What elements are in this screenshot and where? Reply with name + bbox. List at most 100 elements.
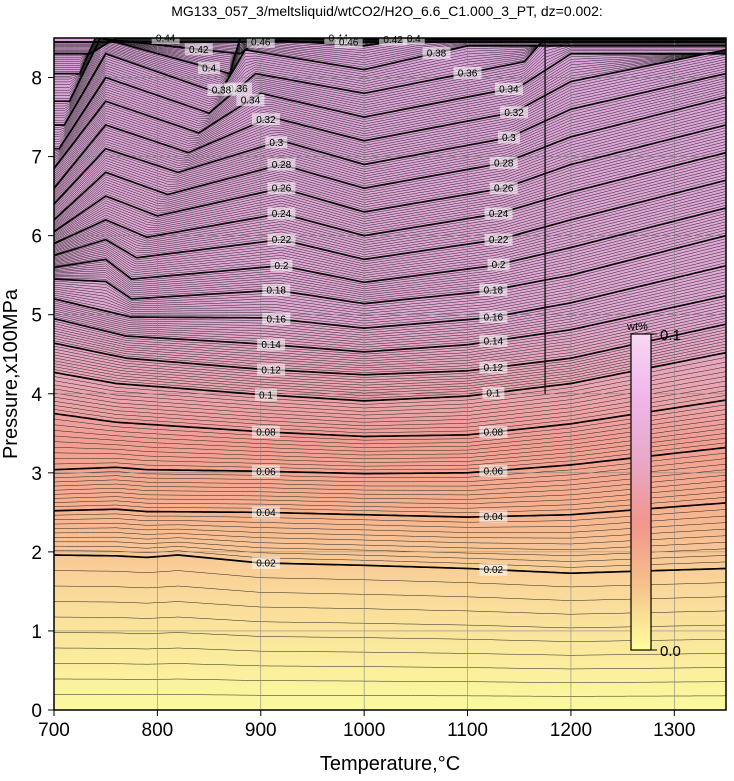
minor-contour (54, 395, 726, 434)
contour-label: 0.2 (492, 260, 506, 271)
minor-contour (54, 227, 726, 298)
contour-label-bg (267, 182, 296, 195)
minor-contour (54, 361, 726, 409)
contour-label: 0.4 (407, 34, 421, 45)
minor-contour (54, 247, 726, 314)
minor-contour (54, 509, 726, 523)
minor-contour (54, 59, 726, 195)
minor-contour (54, 433, 726, 463)
minor-contour (54, 110, 726, 226)
contour-label: 0.04 (484, 512, 504, 523)
y-tick-label: 7 (31, 148, 42, 169)
minor-contour (54, 193, 726, 272)
minor-contour (54, 108, 726, 225)
contour-label-bg (334, 35, 363, 48)
minor-contour (54, 213, 726, 287)
contour-label: 0.32 (256, 115, 276, 126)
minor-contour (54, 51, 726, 177)
contour-label-bg (487, 258, 510, 271)
minor-contour (54, 390, 726, 430)
minor-contour (54, 292, 726, 350)
contour-label: 0.1 (259, 390, 273, 401)
contour-label-bg (184, 43, 213, 56)
contour-label: 0.08 (256, 427, 276, 438)
y-tick-label: 2 (31, 543, 42, 564)
minor-contour (54, 199, 726, 276)
contour-label-bg (265, 136, 288, 149)
minor-contour (54, 177, 726, 258)
minor-contour (54, 326, 726, 378)
minor-contour (54, 262, 726, 326)
minor-contour (54, 678, 726, 683)
contour-label: 0.24 (489, 209, 509, 220)
minor-contour (54, 54, 726, 192)
contour-label: 0.06 (256, 467, 276, 478)
minor-contour (54, 585, 726, 601)
x-axis-label: Temperature,°C (320, 753, 460, 775)
y-tick-label: 5 (31, 306, 42, 327)
minor-contour (54, 452, 726, 478)
contour-label-bg (251, 425, 280, 438)
contour-label: 0.12 (484, 363, 504, 374)
minor-contour (54, 51, 726, 167)
minor-contour (54, 385, 726, 427)
minor-contour (54, 532, 726, 545)
minor-contour (54, 182, 726, 262)
contour-label-bg (262, 284, 291, 297)
contour-label: 0.46 (339, 37, 359, 48)
contour-label-bg (479, 563, 508, 576)
colorbar: 0.1 0.0 wt% (626, 321, 681, 660)
minor-contour (54, 218, 726, 292)
minor-contour (54, 89, 726, 216)
minor-contour (54, 51, 726, 181)
contour-label-bg (251, 465, 280, 478)
minor-contour (54, 166, 726, 250)
contour-label-bg (207, 83, 236, 96)
minor-contour (54, 229, 726, 300)
minor-contour (54, 105, 726, 224)
contour-label: 0.46 (251, 37, 271, 48)
minor-contour (54, 332, 726, 383)
contour-labels: 0.02 0.02 0.04 0.04 0.06 0.06 0.08 0.08 0.1 0.1 0.… (151, 32, 529, 576)
y-axis-ticks: 0 1 2 3 4 5 6 7 8 (31, 69, 54, 722)
minor-contour (54, 244, 726, 312)
minor-contour (54, 113, 726, 228)
minor-contour (54, 515, 726, 528)
minor-contour (54, 474, 726, 496)
minor-contour (54, 338, 726, 389)
contour-label: 0.34 (499, 85, 519, 96)
minor-contour (54, 309, 726, 364)
minor-contour (54, 423, 726, 456)
minor-contour (54, 149, 726, 243)
contour-label: 0.44 (156, 34, 176, 45)
minor-contour (54, 442, 726, 471)
minor-contour (54, 343, 726, 394)
minor-contour (54, 68, 726, 202)
minor-contour (54, 437, 726, 467)
contour-label-bg (422, 47, 451, 60)
contour-label-bg (198, 61, 221, 74)
contour-label-bg (484, 233, 513, 246)
minor-contour (54, 92, 726, 217)
minor-contour (54, 121, 726, 231)
contour-line (54, 52, 726, 169)
minor-contour (54, 428, 726, 460)
minor-contour (54, 616, 726, 629)
contour-label: 0.2 (274, 261, 288, 272)
minor-contour (54, 694, 726, 697)
minor-contour (54, 274, 726, 336)
minor-contour (54, 301, 726, 357)
minor-contour (54, 50, 726, 183)
contour-label-bg (453, 66, 482, 79)
contour-label-bg (489, 182, 518, 195)
contour-label: 0.14 (484, 336, 504, 347)
contour-line (54, 446, 726, 475)
minor-contour (54, 141, 726, 240)
minor-contour (54, 380, 726, 423)
minor-contour (54, 232, 726, 302)
minor-contour (54, 224, 726, 296)
minor-contour (54, 216, 726, 289)
minor-contour (54, 43, 726, 119)
minor-contour (54, 51, 726, 179)
minor-contour (54, 283, 726, 343)
